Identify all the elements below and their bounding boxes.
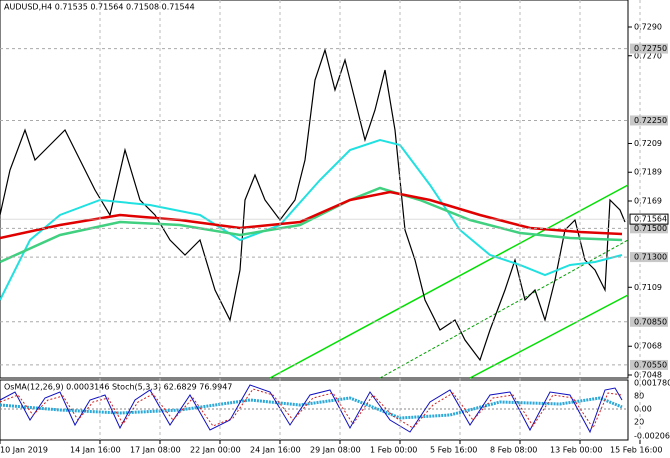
indicator-window bbox=[0, 379, 629, 441]
level-label: 0.72750 bbox=[634, 44, 667, 53]
bid-label: 0.71564 bbox=[634, 215, 667, 224]
time-label: 24 Jan 16:00 bbox=[250, 446, 301, 455]
level-box bbox=[630, 223, 668, 234]
price-label: 0.7270 bbox=[634, 51, 662, 60]
time-label: 8 Feb 08:00 bbox=[490, 446, 537, 455]
level-box bbox=[630, 252, 668, 263]
channel-line bbox=[469, 294, 629, 379]
time-label: 14 Jan 16:00 bbox=[70, 446, 121, 455]
level-label: 0.71500 bbox=[634, 224, 667, 233]
ma-cyan bbox=[0, 138, 623, 301]
symbol-header: AUDUSD,H4 0.71535 0.71564 0.71508 0.7154… bbox=[4, 3, 195, 12]
time-label: 15 Feb 16:00 bbox=[610, 446, 662, 455]
stoch-main bbox=[0, 384, 623, 434]
main-window bbox=[0, 0, 629, 379]
price-label: 0.7169 bbox=[634, 197, 662, 206]
price-label: 0.7290 bbox=[634, 23, 662, 32]
price-label: 0.7068 bbox=[634, 342, 662, 351]
indicator-label: 20 bbox=[634, 418, 644, 427]
time-label: 29 Jan 08:00 bbox=[310, 446, 361, 455]
time-label: 10 Jan 2019 bbox=[0, 446, 48, 455]
time-label: 13 Feb 00:00 bbox=[550, 446, 602, 455]
indicator-label: 0.0017803 bbox=[634, 379, 670, 388]
bid-box bbox=[629, 213, 669, 225]
osma-bars bbox=[0, 396, 623, 420]
level-box bbox=[630, 43, 668, 54]
indicator-label: 80 bbox=[634, 392, 644, 401]
indicator-label: -0.002069 bbox=[634, 432, 670, 441]
time-label: 22 Jan 00:00 bbox=[190, 446, 241, 455]
price-label: 0.7209 bbox=[634, 139, 662, 148]
price-label: 0.7189 bbox=[634, 168, 662, 177]
indicator-header: OsMA(12,26,9) 0.0003146 Stoch(5,3,3) 62.… bbox=[4, 383, 232, 392]
level-box bbox=[630, 359, 668, 370]
indicator-label: 0.00 bbox=[634, 405, 652, 414]
stoch-signal bbox=[0, 388, 623, 430]
level-box bbox=[630, 115, 668, 126]
time-label: 5 Feb 16:00 bbox=[430, 446, 477, 455]
time-label: 17 Jan 08:00 bbox=[130, 446, 181, 455]
price-label: 0.7109 bbox=[634, 283, 662, 292]
level-label: 0.71300 bbox=[634, 253, 667, 262]
level-label: 0.70550 bbox=[634, 360, 667, 369]
channel-line bbox=[269, 184, 629, 379]
level-label: 0.70850 bbox=[634, 317, 667, 326]
price-label: 0.7048 bbox=[634, 371, 662, 380]
level-label: 0.72250 bbox=[634, 116, 667, 125]
level-box bbox=[630, 316, 668, 327]
time-label: 1 Feb 00:00 bbox=[370, 446, 417, 455]
price-line bbox=[0, 47, 626, 362]
